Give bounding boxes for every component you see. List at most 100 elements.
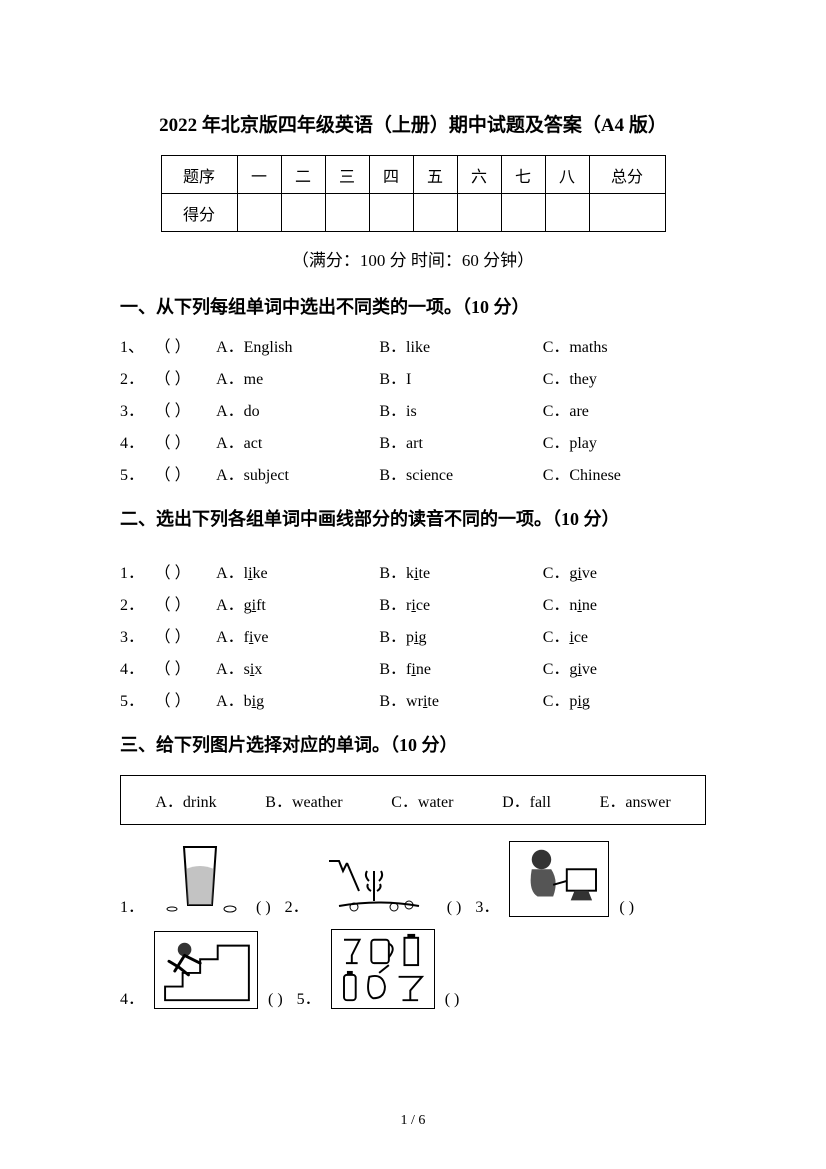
question-number: 2． xyxy=(120,591,155,621)
option-a: A．six xyxy=(216,655,379,685)
question-row: 5． （ ） A．subject B．science C．Chinese xyxy=(120,461,706,491)
option-c: C．play xyxy=(543,429,706,459)
answer-blank: （ ） xyxy=(155,397,216,427)
answer-blank: （ ） xyxy=(155,461,216,491)
section-1-head: 一、从下列每组单词中选出不同类的一项。（10 分） xyxy=(120,293,706,319)
option-c: C．pig xyxy=(543,687,706,717)
option-b: B．I xyxy=(379,365,542,395)
watering-plant-icon xyxy=(319,851,437,917)
option-a: A．five xyxy=(216,623,379,653)
question-number: 1． xyxy=(120,559,155,589)
option-b: B．art xyxy=(379,429,542,459)
option-c: C．Chinese xyxy=(543,461,706,491)
answer-blank: （ ） xyxy=(155,333,216,363)
glass-water-icon xyxy=(154,839,246,917)
section-1-questions: 1、 （ ） A．English B．like C．maths 2． （ ） A… xyxy=(120,333,706,491)
question-row: 4． （ ） A．six B．fine C．give xyxy=(120,655,706,685)
word-option: A．drink xyxy=(155,788,216,812)
question-number: 4． xyxy=(120,429,155,459)
question-number: 1． xyxy=(120,893,144,917)
score-header-cell: 七 xyxy=(501,156,545,194)
score-cell xyxy=(501,194,545,232)
score-cell xyxy=(281,194,325,232)
score-header-cell: 四 xyxy=(369,156,413,194)
answer-blank: （ ） xyxy=(155,365,216,395)
option-a: A．big xyxy=(216,687,379,717)
question-row: 1、 （ ） A．English B．like C．maths xyxy=(120,333,706,363)
option-c: C．maths xyxy=(543,333,706,363)
option-a: A．gift xyxy=(216,591,379,621)
option-a: A．me xyxy=(216,365,379,395)
score-table-header-row: 题序 一 二 三 四 五 六 七 八 总分 xyxy=(161,156,665,194)
word-option: E．answer xyxy=(600,788,671,812)
score-cell xyxy=(413,194,457,232)
option-b: B．kite xyxy=(379,559,542,589)
score-header-cell: 六 xyxy=(457,156,501,194)
person-at-computer-icon xyxy=(509,841,609,917)
word-option: D．fall xyxy=(502,788,551,812)
option-b: B．is xyxy=(379,397,542,427)
question-row: 2． （ ） A．me B．I C．they xyxy=(120,365,706,395)
question-row: 3． （ ） A．five B．pig C．ice xyxy=(120,623,706,653)
image-question-row: 1． ( ) 2． ( ) 3． ( ) xyxy=(120,839,706,917)
question-number: 3． xyxy=(120,397,155,427)
question-number: 5． xyxy=(120,461,155,491)
option-b: B．science xyxy=(379,461,542,491)
score-header-cell: 八 xyxy=(545,156,589,194)
drinks-beverages-icon xyxy=(331,929,435,1009)
question-row: 3． （ ） A．do B．is C．are xyxy=(120,397,706,427)
answer-blank: ( ) xyxy=(445,991,460,1009)
option-b: B．pig xyxy=(379,623,542,653)
score-cell xyxy=(325,194,369,232)
question-number: 3． xyxy=(475,893,499,917)
question-number: 2． xyxy=(120,365,155,395)
question-number: 4． xyxy=(120,655,155,685)
score-header-cell: 二 xyxy=(281,156,325,194)
score-header-cell: 题序 xyxy=(161,156,237,194)
option-b: B．like xyxy=(379,333,542,363)
person-falling-stairs-icon xyxy=(154,931,258,1009)
score-row-label: 得分 xyxy=(161,194,237,232)
image-question-row: 4． ( ) 5． ( ) xyxy=(120,929,706,1009)
score-header-cell: 总分 xyxy=(589,156,665,194)
answer-blank: ( ) xyxy=(268,991,283,1009)
question-row: 5． （ ） A．big B．write C．pig xyxy=(120,687,706,717)
option-a: A．do xyxy=(216,397,379,427)
answer-blank: （ ） xyxy=(155,687,216,717)
option-c: C．nine xyxy=(543,591,706,621)
score-cell xyxy=(369,194,413,232)
page-number: 1 / 6 xyxy=(0,1113,826,1129)
word-option: C．water xyxy=(391,788,453,812)
option-a: A．act xyxy=(216,429,379,459)
question-number: 1、 xyxy=(120,333,155,363)
score-cell xyxy=(589,194,665,232)
question-row: 4． （ ） A．act B．art C．play xyxy=(120,429,706,459)
answer-blank: ( ) xyxy=(619,899,634,917)
question-number: 4． xyxy=(120,985,144,1009)
section-2-head: 二、选出下列各组单词中画线部分的读音不同的一项。（10 分） xyxy=(120,505,706,531)
score-header-cell: 三 xyxy=(325,156,369,194)
question-number: 2． xyxy=(285,893,309,917)
score-table-value-row: 得分 xyxy=(161,194,665,232)
question-row: 1． （ ） A．like B．kite C．give xyxy=(120,559,706,589)
word-option: B．weather xyxy=(265,788,342,812)
question-number: 5． xyxy=(297,985,321,1009)
answer-blank: （ ） xyxy=(155,559,216,589)
option-a: A．English xyxy=(216,333,379,363)
score-header-cell: 五 xyxy=(413,156,457,194)
page-title: 2022 年北京版四年级英语（上册）期中试题及答案（A4 版） xyxy=(120,110,706,137)
answer-blank: ( ) xyxy=(447,899,462,917)
exam-subtitle: （满分：100 分 时间：60 分钟） xyxy=(120,246,706,271)
option-a: A．like xyxy=(216,559,379,589)
section-2-questions: 1． （ ） A．like B．kite C．give 2． （ ） A．gif… xyxy=(120,559,706,717)
question-number: 5． xyxy=(120,687,155,717)
option-c: C．give xyxy=(543,655,706,685)
answer-blank: （ ） xyxy=(155,623,216,653)
option-c: C．are xyxy=(543,397,706,427)
answer-blank: （ ） xyxy=(155,591,216,621)
word-options-box: A．drink B．weather C．water D．fall E．answe… xyxy=(120,775,706,825)
score-header-cell: 一 xyxy=(237,156,281,194)
section-3-head: 三、给下列图片选择对应的单词。（10 分） xyxy=(120,731,706,757)
score-cell xyxy=(457,194,501,232)
option-c: C．give xyxy=(543,559,706,589)
